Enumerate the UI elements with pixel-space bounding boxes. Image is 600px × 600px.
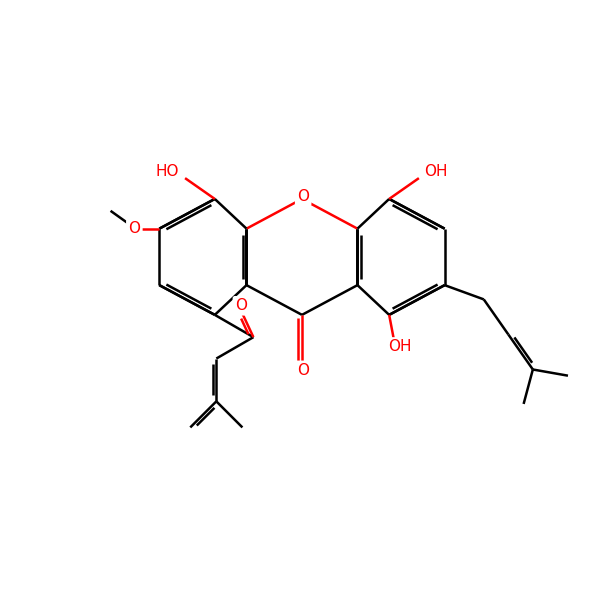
Text: O: O (297, 363, 309, 378)
Text: O: O (297, 189, 309, 204)
Text: O: O (235, 298, 247, 313)
Text: HO: HO (155, 164, 179, 179)
Text: O: O (128, 221, 140, 236)
Text: OH: OH (388, 340, 412, 355)
Text: OH: OH (424, 164, 447, 179)
